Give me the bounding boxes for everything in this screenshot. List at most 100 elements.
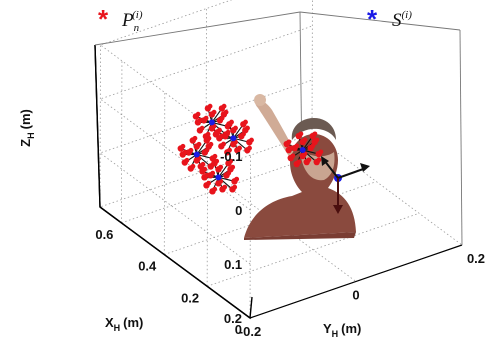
x-tick-labels: 00.20.40.6 <box>95 227 242 337</box>
p-point <box>241 131 246 137</box>
grid-line-z <box>99 133 313 319</box>
p-point <box>207 103 213 109</box>
p-point <box>221 103 227 109</box>
p-point <box>286 139 292 145</box>
p-point <box>247 145 252 151</box>
p-point <box>227 147 232 153</box>
grid-line-x <box>206 124 209 287</box>
grid-line-x-floor <box>121 149 334 224</box>
x-tick-label: 0 <box>235 322 242 337</box>
p-point <box>219 133 224 139</box>
y-tick-label: -0.2 <box>239 324 261 339</box>
legend-marker-s: * <box>367 4 378 34</box>
p-point <box>196 141 202 147</box>
p-point <box>237 145 242 151</box>
p-point <box>249 137 254 143</box>
series-p-clusters <box>177 103 342 195</box>
p-point <box>204 172 210 178</box>
p-point <box>212 153 218 159</box>
cluster <box>177 135 218 172</box>
grid-line-y <box>205 8 207 171</box>
p-point <box>217 127 222 133</box>
s-point <box>193 151 200 158</box>
p-point <box>302 137 308 143</box>
x-axis-label: XH (m) <box>105 315 143 333</box>
x-tick-label: 0.2 <box>181 290 199 305</box>
grid-line-y <box>99 44 101 208</box>
p-point <box>226 170 232 176</box>
p-point <box>243 119 248 125</box>
p-point <box>212 186 218 192</box>
p-point <box>306 157 312 163</box>
s-point <box>230 135 237 142</box>
svg-text:Pn(i): Pn(i) <box>121 9 143 34</box>
p-point <box>203 115 209 121</box>
p-point <box>206 180 212 186</box>
p-point <box>184 157 190 163</box>
p-point <box>200 161 206 167</box>
s-point <box>208 119 215 126</box>
legend-entry-p: * Pn(i) <box>98 4 143 34</box>
s-point <box>215 174 222 181</box>
svg-text:S(i): S(i) <box>392 9 412 31</box>
p-point <box>221 141 226 147</box>
p-point <box>199 125 205 131</box>
p-point <box>223 109 229 115</box>
z-tick-label: 0 <box>235 203 242 218</box>
cluster <box>214 119 254 156</box>
cluster <box>192 103 233 140</box>
p-point <box>222 184 228 190</box>
cluster <box>283 131 324 168</box>
legend-entry-s: * S(i) <box>367 4 412 34</box>
grid-line-x <box>121 60 123 223</box>
legend-marker-p: * <box>98 4 109 34</box>
p-point <box>205 131 211 137</box>
p-point <box>197 117 203 123</box>
svg-text:XH(m): XH (m) <box>105 315 143 333</box>
y-tick-label: 0.2 <box>467 251 485 266</box>
p-point <box>182 149 188 155</box>
p-point <box>210 170 216 176</box>
head-frame-axes <box>321 156 370 214</box>
svg-text:ZH(m): ZH(m) <box>18 109 36 147</box>
p-point <box>195 111 201 117</box>
y-tick-labels: -0.2 0 0.2 <box>239 251 485 339</box>
y-tick-label: 0 <box>352 288 359 303</box>
p-point <box>316 157 322 163</box>
y-axis-label: YH (m) <box>323 321 361 339</box>
p-point <box>188 147 194 153</box>
p-point <box>296 159 302 165</box>
p-point <box>234 176 240 182</box>
p-point <box>218 164 224 170</box>
p-point <box>318 149 324 155</box>
p-point <box>288 145 294 151</box>
p-point <box>228 158 234 164</box>
z-tick-labels: -0.1 0 0.1 0.2 <box>220 149 242 326</box>
p-point <box>210 161 216 167</box>
p-point <box>190 163 196 169</box>
p-point <box>192 135 198 141</box>
grid-line-z <box>99 79 313 265</box>
p-point <box>233 125 238 131</box>
p-point <box>294 143 300 149</box>
x-tick-label: 0.6 <box>95 227 113 242</box>
axes-frame <box>94 11 463 320</box>
p-point <box>310 143 316 149</box>
grid-line-y <box>311 0 313 135</box>
svg-text:YH(m): YH (m) <box>323 321 361 339</box>
p-point <box>208 141 214 147</box>
p-point <box>219 115 225 121</box>
p-point <box>229 119 234 125</box>
p-point <box>245 125 250 131</box>
p-point <box>180 143 186 149</box>
p-point <box>232 184 238 190</box>
x-tick-label: 0.4 <box>138 259 157 274</box>
grid-line-x <box>163 92 166 255</box>
legend: * Pn(i) * S(i) <box>98 4 412 34</box>
z-tick-label: -0.1 <box>220 149 242 164</box>
z-tick-label: 0.2 <box>224 311 242 326</box>
p-point <box>206 135 212 141</box>
p-point <box>211 109 217 115</box>
